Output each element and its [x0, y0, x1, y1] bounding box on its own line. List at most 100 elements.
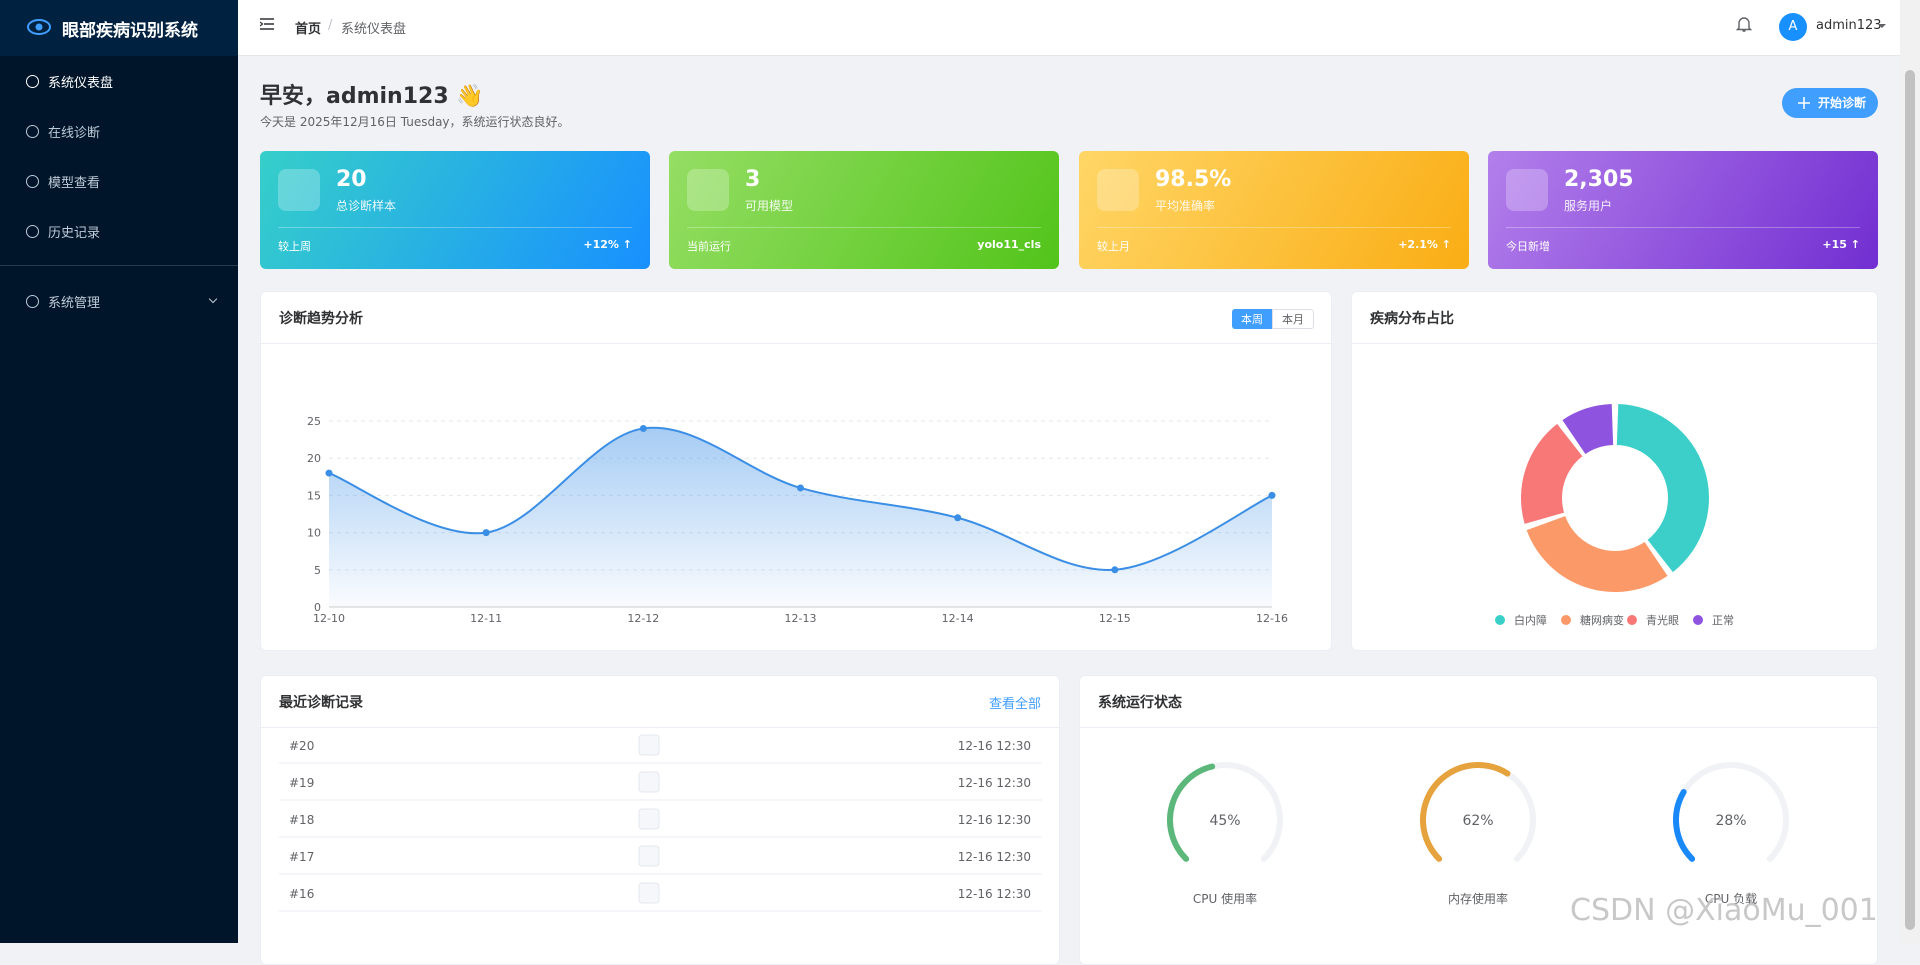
legend-swatch	[1495, 615, 1505, 625]
legend-swatch	[1693, 615, 1703, 625]
record-id: #19	[289, 776, 314, 790]
y-tick-label: 20	[307, 452, 321, 465]
stat-divider	[1506, 227, 1860, 228]
tabs: 本周 本月	[1232, 309, 1314, 329]
panel-title: 诊断趋势分析	[261, 292, 1331, 344]
x-tick-label: 12-11	[470, 612, 502, 625]
menu-item[interactable]: 系统仪表盘	[0, 56, 238, 106]
stat-footer-value: +12% ↑	[583, 238, 632, 251]
menu-icon	[26, 74, 39, 88]
record-id: #17	[289, 850, 314, 864]
stat-icon	[687, 169, 729, 211]
stat-label: 服务用户	[1564, 199, 1613, 213]
menu-toggle[interactable]	[260, 18, 276, 32]
menu-label: 模型查看	[48, 175, 101, 191]
stat-label: 平均准确率	[1155, 199, 1216, 213]
stat-value: 20	[336, 167, 367, 192]
stat-value: 3	[745, 167, 761, 192]
button-label: 开始诊断	[1818, 96, 1867, 110]
stat-divider	[1097, 227, 1451, 228]
stat-footer-value: yolo11_cls	[977, 238, 1041, 251]
point	[1111, 566, 1119, 574]
point	[797, 484, 804, 492]
y-tick-label: 0	[314, 601, 321, 614]
legend-label: 正常	[1712, 614, 1734, 627]
stat-footer-label: 较上月	[1097, 240, 1130, 253]
gauge-track	[1673, 762, 1789, 862]
menu-icon	[26, 224, 39, 238]
status-panel: 系统运行状态	[1079, 675, 1878, 965]
bell[interactable]	[1736, 15, 1752, 33]
stat-footer-label: 当前运行	[687, 240, 731, 253]
pie-slice	[1562, 404, 1614, 455]
view-all-link[interactable]: 查看全部	[988, 697, 1041, 712]
x-tick-label: 12-10	[313, 612, 345, 625]
gauge-name: 内存使用率	[1448, 891, 1508, 906]
stat-label: 可用模型	[745, 199, 794, 213]
start-button[interactable]: 开始诊断	[1782, 88, 1878, 118]
point	[325, 469, 333, 477]
records-panel: 最近诊断记录 查看全部	[260, 675, 1060, 965]
stat-divider	[278, 227, 632, 228]
record-thumb	[638, 845, 660, 867]
pie-slice	[1616, 404, 1709, 573]
caret	[1878, 24, 1886, 32]
logo-icon	[27, 19, 51, 35]
watermark: CSDN @XiaoMu_001	[1570, 893, 1878, 928]
record-thumb	[638, 771, 660, 793]
stat-footer-value: +15 ↑	[1822, 238, 1860, 251]
stat-card: 98.5% 平均准确率较上月 +2.1% ↑	[1079, 151, 1469, 269]
avatar[interactable]: A	[1779, 13, 1807, 41]
gauge-value: 62%	[1462, 813, 1493, 829]
stat-label: 总诊断样本	[336, 199, 397, 213]
y-tick-label: 25	[307, 415, 321, 428]
greeting-title: 早安，admin123 👋	[260, 84, 484, 109]
panel-title: 最近诊断记录	[261, 676, 1059, 728]
stat-icon	[1506, 169, 1548, 211]
stat-footer-label: 今日新增	[1506, 240, 1550, 253]
header: 首页 / 系统仪表盘 A admin123	[238, 0, 1900, 56]
menu-icon	[26, 124, 39, 138]
scrollbar	[1900, 0, 1920, 943]
x-tick-label: 12-13	[785, 612, 817, 625]
record-time: 12-16 12:30	[958, 850, 1031, 864]
x-tick-label: 12-16	[1256, 612, 1288, 625]
breadcrumb: 系统仪表盘	[341, 22, 407, 37]
record-time: 12-16 12:30	[958, 813, 1031, 827]
legend-swatch	[1561, 615, 1571, 625]
point	[639, 424, 647, 432]
stat-value: 98.5%	[1155, 167, 1232, 192]
legend-label: 白内障	[1514, 613, 1547, 627]
stat-value: 2,305	[1564, 167, 1634, 192]
tab[interactable]: 本周	[1232, 309, 1272, 329]
stat-card: 3 可用模型当前运行 yolo11_cls	[669, 151, 1059, 269]
point	[954, 514, 962, 522]
line-area	[329, 427, 1272, 607]
stat-footer-value: +2.1% ↑	[1398, 238, 1451, 251]
stat-footer-label: 较上周	[278, 240, 311, 253]
menu-item[interactable]: 在线诊断	[0, 106, 238, 156]
stat-card: 2,305 服务用户今日新增 +15 ↑	[1488, 151, 1878, 269]
legend-label: 糖网病变	[1580, 613, 1624, 627]
stat-icon	[278, 169, 320, 211]
charts-layer: 0 5 10 15 20 25 12-10 12-11 12-12 12-13 12-14 12-15…	[279, 404, 1789, 912]
sidebar: 眼部疾病识别系统 系统仪表盘 在线诊断 模型查看 历史记录 系统管理	[0, 0, 238, 943]
breadcrumb[interactable]: 首页	[295, 22, 322, 37]
legend-label: 青光眼	[1646, 613, 1679, 627]
menu-item[interactable]: 历史记录	[0, 206, 238, 256]
username[interactable]: admin123	[1816, 18, 1882, 33]
menu-item[interactable]: 模型查看	[0, 156, 238, 206]
tab[interactable]: 本月	[1272, 309, 1314, 329]
record-time: 12-16 12:30	[958, 739, 1031, 753]
x-tick-label: 12-15	[1099, 612, 1131, 625]
menu-item[interactable]: 系统管理	[0, 276, 238, 326]
menu-label: 系统管理	[48, 295, 101, 311]
record-thumb	[638, 808, 660, 830]
gauge-arc	[1420, 762, 1511, 862]
stat-divider	[687, 227, 1041, 228]
y-tick-label: 10	[307, 527, 321, 540]
x-tick-label: 12-12	[627, 612, 659, 625]
breadcrumb-sep: /	[328, 18, 333, 33]
gauge-name: CPU 负载	[1705, 892, 1757, 906]
